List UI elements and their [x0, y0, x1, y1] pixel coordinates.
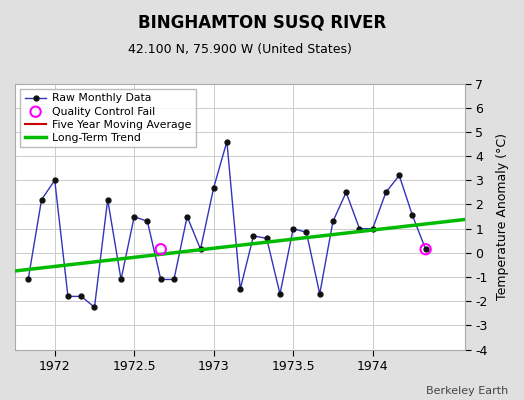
Raw Monthly Data [250, 234, 257, 238]
Raw Monthly Data [158, 277, 164, 282]
Raw Monthly Data [78, 294, 84, 299]
Raw Monthly Data [369, 226, 376, 231]
Raw Monthly Data [224, 139, 230, 144]
Raw Monthly Data [316, 292, 323, 296]
Raw Monthly Data [343, 190, 350, 195]
Raw Monthly Data [184, 214, 190, 219]
Raw Monthly Data [356, 226, 363, 231]
Text: BINGHAMTON SUSQ RIVER: BINGHAMTON SUSQ RIVER [138, 14, 386, 32]
Raw Monthly Data [396, 173, 402, 178]
Raw Monthly Data [277, 292, 283, 296]
Raw Monthly Data [118, 277, 124, 282]
Legend: Raw Monthly Data, Quality Control Fail, Five Year Moving Average, Long-Term Tren: Raw Monthly Data, Quality Control Fail, … [20, 89, 195, 147]
Raw Monthly Data [422, 247, 429, 252]
Raw Monthly Data [91, 305, 97, 310]
Raw Monthly Data [198, 247, 204, 252]
Raw Monthly Data [51, 178, 58, 183]
Line: Raw Monthly Data: Raw Monthly Data [26, 139, 428, 310]
Raw Monthly Data [104, 197, 111, 202]
Raw Monthly Data [237, 287, 244, 292]
Raw Monthly Data [290, 226, 297, 231]
Raw Monthly Data [65, 294, 71, 299]
Raw Monthly Data [171, 277, 177, 282]
Raw Monthly Data [303, 230, 310, 235]
Title: 42.100 N, 75.900 W (United States): 42.100 N, 75.900 W (United States) [128, 43, 352, 56]
Quality Control Fail [157, 246, 165, 252]
Raw Monthly Data [383, 190, 389, 195]
Raw Monthly Data [25, 277, 31, 282]
Raw Monthly Data [330, 219, 336, 224]
Y-axis label: Temperature Anomaly (°C): Temperature Anomaly (°C) [496, 133, 509, 300]
Quality Control Fail [421, 246, 430, 252]
Raw Monthly Data [211, 185, 217, 190]
Raw Monthly Data [264, 236, 270, 241]
Raw Monthly Data [131, 214, 137, 219]
Raw Monthly Data [409, 213, 416, 218]
Raw Monthly Data [38, 197, 45, 202]
Raw Monthly Data [144, 219, 150, 224]
Text: Berkeley Earth: Berkeley Earth [426, 386, 508, 396]
